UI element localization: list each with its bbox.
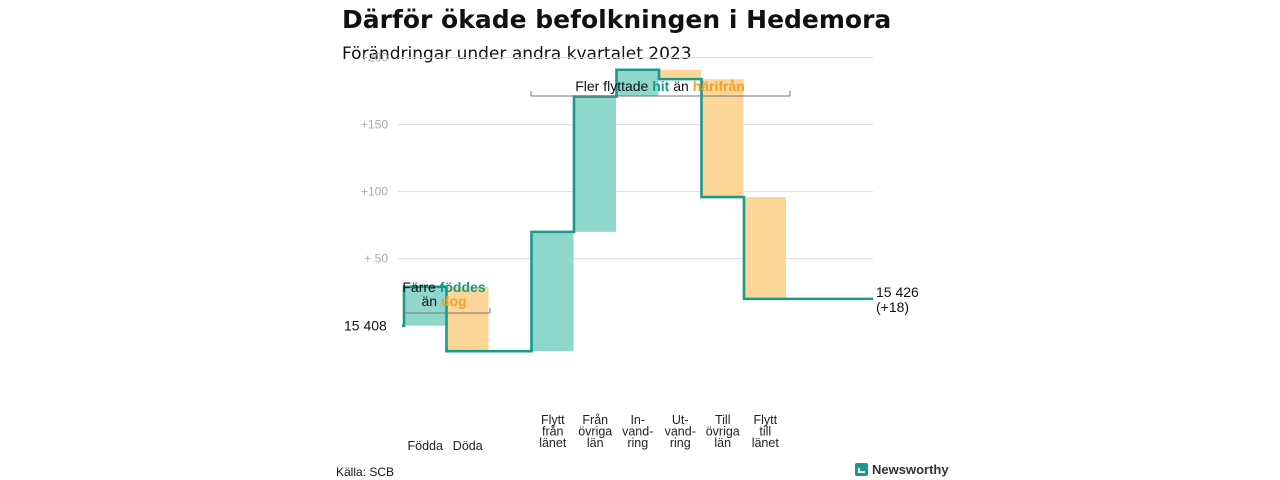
bar-in	[617, 69, 659, 97]
category-label: ring	[670, 436, 691, 450]
annotation-highlight: dog	[441, 293, 467, 309]
category-label: Till	[715, 413, 731, 427]
bar-out	[659, 69, 701, 80]
category-label: In-	[630, 413, 645, 427]
source-note: Källa: SCB	[336, 465, 395, 479]
brand-name: Newsworthy	[872, 462, 949, 477]
y-tick-label: +200	[361, 51, 388, 65]
category-label: Flytt	[541, 413, 565, 427]
y-tick-label: +100	[361, 185, 388, 199]
annotation-highlight: hit	[652, 78, 673, 94]
annotation-highlight: föddes	[440, 279, 486, 295]
category-label: övriga	[706, 425, 740, 439]
y-tick-label: + 50	[364, 252, 388, 266]
annotation-births-line1: Färre föddes	[402, 279, 485, 295]
bar-out	[702, 79, 744, 198]
bar-in	[532, 231, 574, 352]
category-label: Döda	[453, 439, 483, 453]
annotation-moves: Fler flyttade hit än härifrån	[575, 78, 745, 94]
chart-title: Därför ökade befolkningen i Hedemora	[342, 5, 892, 34]
category-label: vand-	[622, 425, 653, 439]
category-label: till	[759, 425, 771, 439]
category-label: Flytt	[753, 413, 777, 427]
end-change-label: (+18)	[876, 299, 909, 315]
category-label: Födda	[408, 439, 443, 453]
category-label: Ut-	[672, 413, 689, 427]
annotation-bracket	[403, 308, 491, 314]
category-label: län	[714, 436, 731, 450]
brand-logo: Newsworthy	[855, 462, 949, 477]
category-label: län	[587, 436, 604, 450]
annotation-births-line2: än dog	[421, 293, 466, 309]
bar-out	[744, 197, 786, 299]
chart-subtitle: Förändringar under andra kvartalet 2023	[342, 44, 692, 64]
start-value-label: 15 408	[344, 318, 387, 334]
category-label: Från	[582, 413, 608, 427]
y-tick-label: +150	[361, 118, 388, 132]
bar-in	[574, 96, 616, 232]
newsworthy-logo-icon	[855, 463, 868, 476]
cumulative-step-line	[402, 68, 873, 353]
annotation-highlight: härifrån	[693, 78, 745, 94]
category-label: övriga	[578, 425, 612, 439]
category-label: länet	[539, 436, 567, 450]
category-label: ring	[627, 436, 648, 450]
bar-out	[447, 286, 489, 352]
bar-in	[404, 286, 446, 326]
annotation-text: än	[673, 78, 692, 94]
category-label: länet	[752, 436, 780, 450]
annotation-bracket	[530, 91, 791, 97]
end-value-label: 15 426	[876, 284, 919, 300]
category-label: vand-	[665, 425, 696, 439]
category-label: från	[542, 425, 564, 439]
